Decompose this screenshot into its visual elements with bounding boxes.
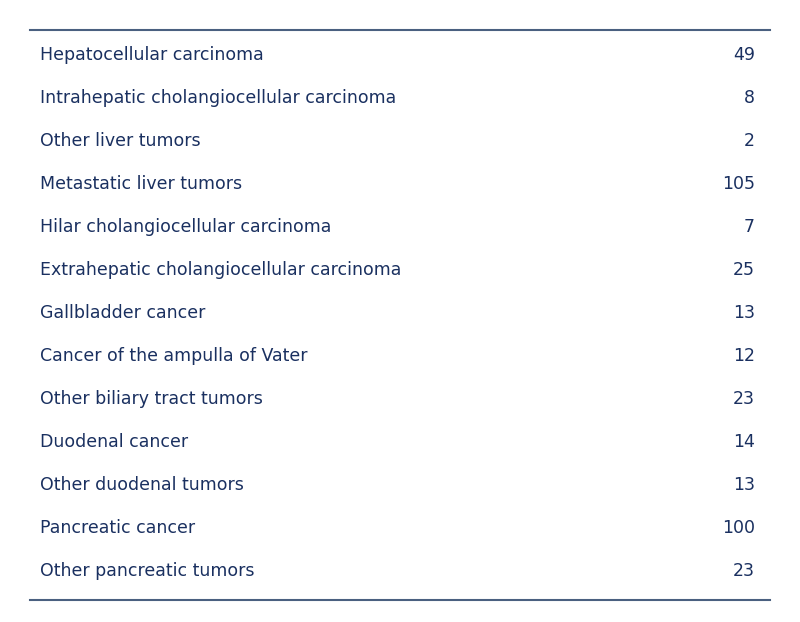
Text: Hepatocellular carcinoma: Hepatocellular carcinoma [40,46,264,64]
Text: 8: 8 [744,89,755,107]
Text: 105: 105 [722,175,755,193]
Text: Other biliary tract tumors: Other biliary tract tumors [40,390,263,408]
Text: 14: 14 [733,433,755,451]
Text: Gallbladder cancer: Gallbladder cancer [40,304,206,322]
Text: Duodenal cancer: Duodenal cancer [40,433,188,451]
Text: Other duodenal tumors: Other duodenal tumors [40,476,244,494]
Text: 25: 25 [733,261,755,279]
Text: 12: 12 [733,347,755,365]
Text: Other pancreatic tumors: Other pancreatic tumors [40,562,254,580]
Text: 13: 13 [733,476,755,494]
Text: Cancer of the ampulla of Vater: Cancer of the ampulla of Vater [40,347,307,365]
Text: Hilar cholangiocellular carcinoma: Hilar cholangiocellular carcinoma [40,218,331,236]
Text: Pancreatic cancer: Pancreatic cancer [40,519,195,537]
Text: 23: 23 [733,562,755,580]
Text: 49: 49 [733,46,755,64]
Text: 23: 23 [733,390,755,408]
Text: 13: 13 [733,304,755,322]
Text: Intrahepatic cholangiocellular carcinoma: Intrahepatic cholangiocellular carcinoma [40,89,396,107]
Text: 100: 100 [722,519,755,537]
Text: 7: 7 [744,218,755,236]
Text: 2: 2 [744,132,755,150]
Text: Other liver tumors: Other liver tumors [40,132,201,150]
Text: Extrahepatic cholangiocellular carcinoma: Extrahepatic cholangiocellular carcinoma [40,261,402,279]
Text: Metastatic liver tumors: Metastatic liver tumors [40,175,242,193]
